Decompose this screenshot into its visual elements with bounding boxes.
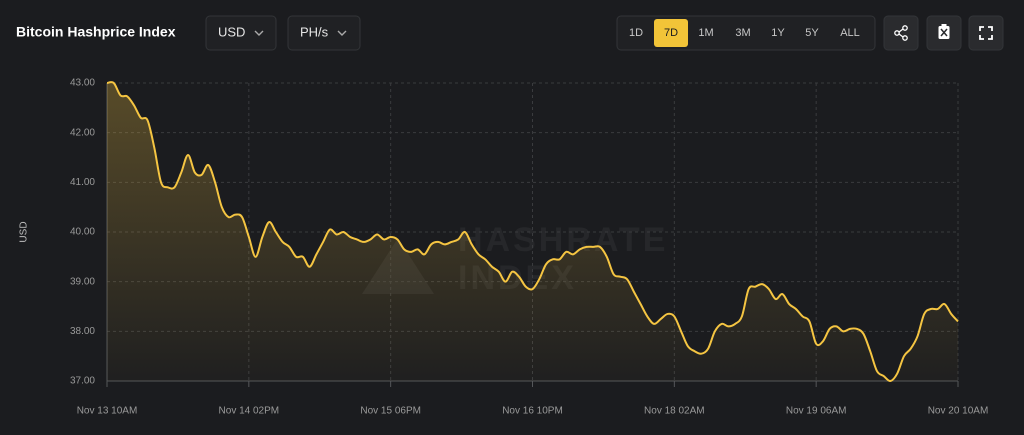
icon bbox=[902, 35, 908, 41]
y-tick-label: 37.00 bbox=[70, 376, 95, 387]
range-button[interactable]: 3M bbox=[735, 27, 750, 39]
x-tick-label: Nov 14 02PM bbox=[219, 406, 280, 417]
y-tick-label: 39.00 bbox=[70, 276, 95, 287]
y-tick-label: 43.00 bbox=[70, 78, 95, 89]
dropdown-box[interactable] bbox=[287, 15, 361, 51]
button-box[interactable] bbox=[968, 15, 1004, 51]
icon bbox=[894, 30, 900, 36]
currency-dropdown[interactable]: USD bbox=[205, 15, 277, 51]
icon bbox=[979, 26, 993, 40]
range-button[interactable]: ALL bbox=[840, 27, 860, 39]
y-tick-label: 41.00 bbox=[70, 177, 95, 188]
dropdown-box[interactable] bbox=[205, 15, 277, 51]
x-tick-label: Nov 19 06AM bbox=[786, 406, 847, 417]
x-tick-label: Nov 16 10PM bbox=[502, 406, 563, 417]
y-tick-label: 38.00 bbox=[70, 326, 95, 337]
share-button[interactable] bbox=[883, 15, 919, 51]
range-button[interactable]: 5Y bbox=[805, 27, 819, 39]
unit-dropdown[interactable]: PH/s bbox=[287, 15, 361, 51]
download-button[interactable] bbox=[926, 15, 962, 51]
chevron bbox=[254, 30, 264, 36]
watermark: HASHRATE bbox=[458, 221, 668, 259]
x-tick-label: Nov 15 06PM bbox=[360, 406, 421, 417]
icon bbox=[898, 28, 904, 38]
y-tick-label: 40.00 bbox=[70, 227, 95, 238]
range-button-active[interactable] bbox=[654, 19, 688, 47]
range-button[interactable]: 1D bbox=[629, 27, 643, 39]
page-title: Bitcoin Hashprice Index bbox=[16, 24, 176, 40]
range-button[interactable]: 7D bbox=[664, 27, 678, 39]
dropdown-label[interactable]: USD bbox=[218, 24, 245, 39]
fullscreen-button[interactable] bbox=[968, 15, 1004, 51]
chevron bbox=[337, 30, 347, 36]
y-tick-label: 42.00 bbox=[70, 127, 95, 138]
icon bbox=[902, 25, 908, 31]
x-tick-label: Nov 20 10AM bbox=[928, 406, 989, 417]
x-tick-label: Nov 13 10AM bbox=[77, 406, 138, 417]
y-axis-label: USD bbox=[19, 221, 30, 242]
range-button[interactable]: 1M bbox=[698, 27, 713, 39]
dropdown-label[interactable]: PH/s bbox=[300, 24, 329, 39]
line bbox=[106, 81, 959, 383]
button-box[interactable] bbox=[883, 15, 919, 51]
range-button[interactable]: 1Y bbox=[771, 27, 785, 39]
icon bbox=[940, 28, 948, 37]
icon bbox=[941, 24, 947, 27]
x-tick-label: Nov 18 02AM bbox=[644, 406, 705, 417]
